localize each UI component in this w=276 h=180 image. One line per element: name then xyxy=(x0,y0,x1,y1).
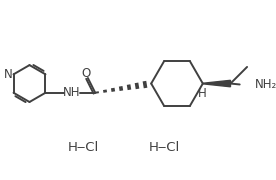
Text: H: H xyxy=(198,87,206,100)
Text: NH₂: NH₂ xyxy=(254,78,276,91)
Text: O: O xyxy=(81,67,91,80)
Text: H‒Cl: H‒Cl xyxy=(67,141,99,154)
Text: NH: NH xyxy=(63,86,80,99)
Polygon shape xyxy=(203,80,230,87)
Text: H‒Cl: H‒Cl xyxy=(148,141,180,154)
Text: N: N xyxy=(4,68,12,81)
